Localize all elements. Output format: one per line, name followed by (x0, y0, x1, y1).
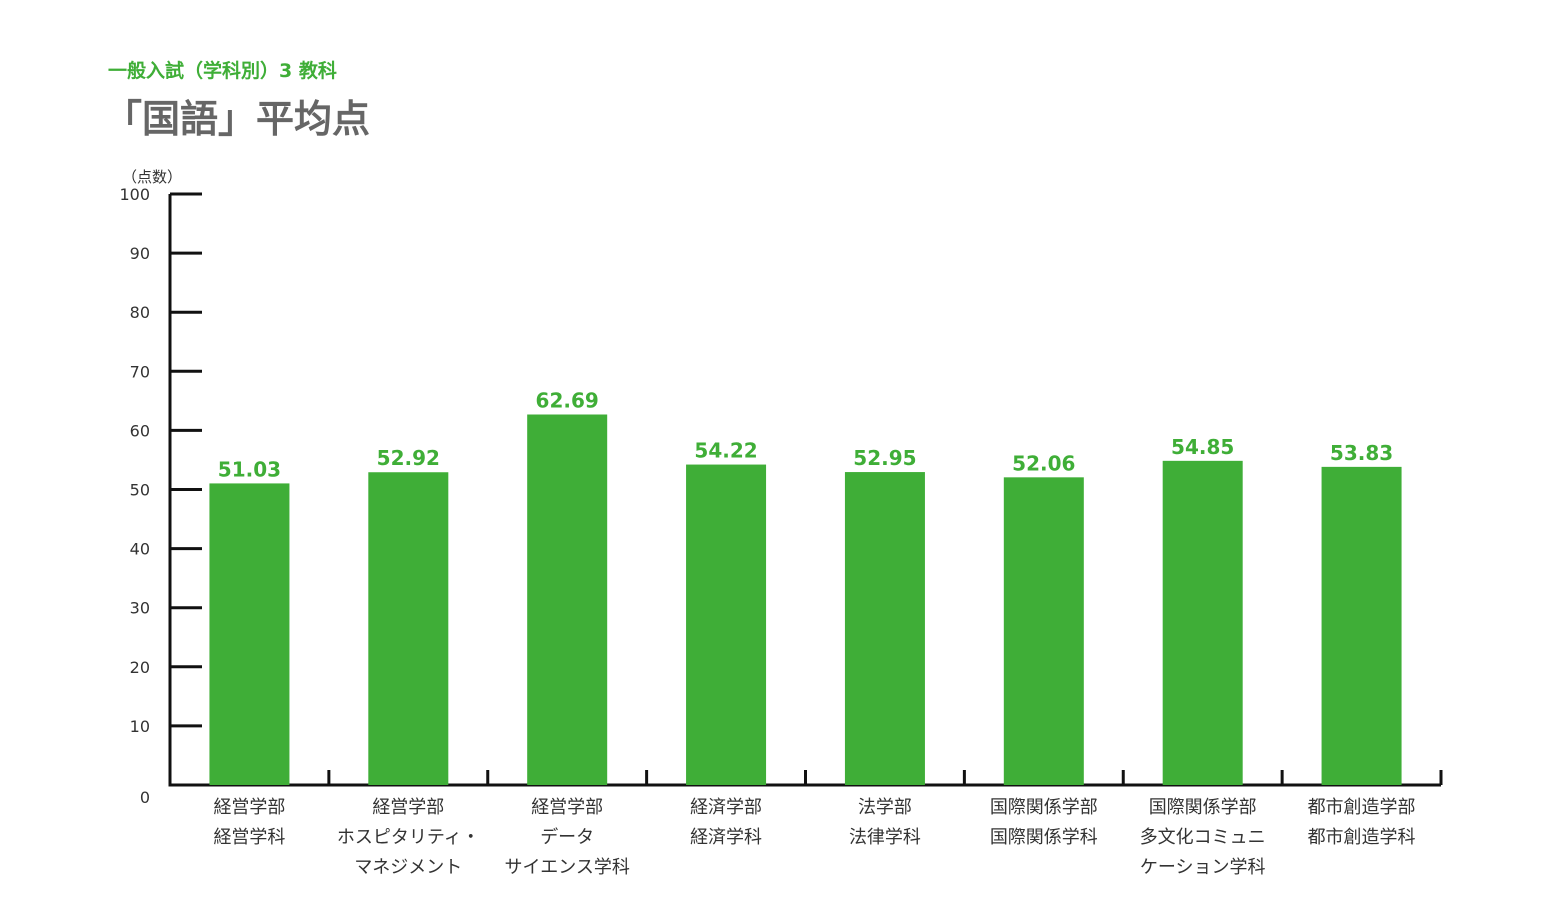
y-axis-unit-label: （点数） (122, 168, 182, 186)
category-label: ケーション学科 (1140, 857, 1266, 878)
y-tick-label: 100 (119, 185, 150, 204)
category-label: 経済学部 (690, 797, 762, 818)
category-label: 法律学科 (849, 827, 921, 848)
y-tick-label: 90 (130, 244, 150, 263)
bar (527, 414, 608, 785)
y-tick-label: 50 (130, 481, 150, 500)
bar-value-label: 52.06 (1012, 451, 1075, 475)
bar (1321, 466, 1402, 785)
bar (1162, 460, 1243, 785)
category-label: 都市創造学部 (1308, 797, 1416, 818)
bar (368, 472, 449, 785)
bar-value-label: 52.92 (377, 446, 440, 470)
bar (844, 472, 925, 785)
y-tick-label: 40 (130, 540, 150, 559)
y-tick-label: 70 (130, 362, 150, 381)
bar-value-label: 53.83 (1330, 441, 1393, 465)
category-label: 都市創造学科 (1308, 827, 1416, 848)
category-label: 経営学部 (213, 797, 285, 818)
bar-value-label: 52.95 (853, 446, 916, 470)
bar (209, 483, 290, 785)
category-label: 国際関係学部 (1149, 797, 1257, 818)
category-label: サイエンス学科 (504, 857, 629, 878)
bar (686, 464, 767, 785)
category-label: 経営学科 (213, 827, 285, 848)
bar (1003, 477, 1084, 785)
category-label: ホスピタリティ・ (337, 827, 480, 848)
bar-value-label: 51.03 (218, 457, 281, 481)
category-label: 国際関係学部 (990, 797, 1098, 818)
y-tick-label: 60 (130, 421, 150, 440)
category-label: 国際関係学科 (990, 827, 1098, 848)
y-tick-label: 20 (130, 658, 150, 677)
category-label: データ (540, 827, 594, 848)
category-label: 多文化コミュニ (1140, 827, 1266, 848)
bar-value-label: 54.22 (694, 439, 757, 463)
chart-title: 「国語」平均点 (104, 97, 371, 141)
category-label: 経営学部 (531, 797, 603, 818)
y-tick-label: 80 (130, 303, 150, 322)
category-label: マネジメント (354, 857, 462, 878)
category-label: 法学部 (858, 797, 912, 818)
category-label: 経営学部 (372, 797, 444, 818)
y-tick-label: 10 (130, 717, 150, 736)
y-tick-label: 0 (140, 788, 150, 807)
bar-value-label: 54.85 (1171, 435, 1234, 459)
y-tick-label: 30 (130, 599, 150, 618)
bar-value-label: 62.69 (536, 389, 599, 413)
chart-subtitle: 一般入試（学科別）3 教科 (108, 60, 337, 82)
category-label: 経済学科 (690, 827, 762, 848)
